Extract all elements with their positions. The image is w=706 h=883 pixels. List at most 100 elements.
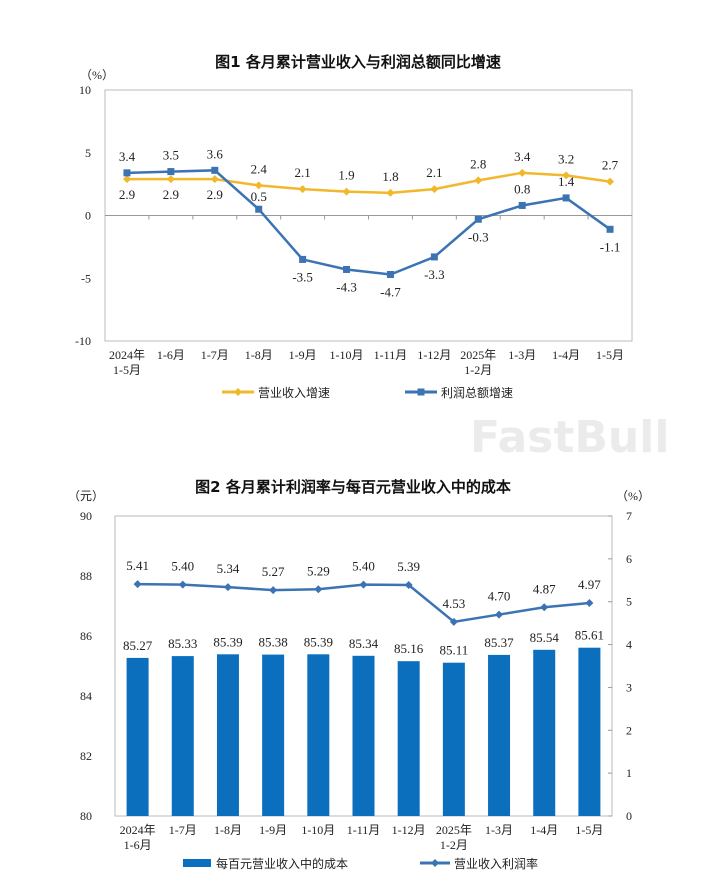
chart2-bar-label: 85.37 xyxy=(484,635,514,650)
chart2-x-tick-label: 1-7月 xyxy=(169,823,197,837)
chart1-data-label: -1.1 xyxy=(600,239,621,254)
chart1-data-label: 1.4 xyxy=(558,174,575,189)
chart1-data-label: 2.4 xyxy=(251,161,268,176)
chart2-point xyxy=(314,585,323,594)
chart2-x-tick-label: 1-10月 xyxy=(301,823,335,837)
chart1-point xyxy=(211,166,219,174)
chart1-data-label: 2.1 xyxy=(426,165,442,180)
chart1-point xyxy=(167,168,175,176)
chart1-data-label: 2.9 xyxy=(119,187,135,202)
chart1-data-label: 3.4 xyxy=(119,149,136,164)
chart2-y-right-unit: （%） xyxy=(616,489,650,503)
chart2-bar-label: 85.27 xyxy=(123,638,153,653)
chart1-x-tick-label: 1-9月 xyxy=(289,348,317,362)
chart1-point xyxy=(122,175,131,184)
chart1-x-tick-label: 1-10月 xyxy=(330,348,364,362)
chart2-y-left-tick: 84 xyxy=(80,689,92,703)
chart2-line-label: 4.97 xyxy=(578,577,601,592)
chart1-data-label: 2.7 xyxy=(602,158,619,173)
chart1-y-tick: -10 xyxy=(75,334,91,348)
chart2-point xyxy=(495,610,504,619)
chart1-point xyxy=(254,181,263,190)
chart1-y-unit: （%） xyxy=(80,68,114,82)
chart1-y-tick: 5 xyxy=(85,146,91,160)
chart1-x-tick-label: 1-8月 xyxy=(245,348,273,362)
chart1-y-tick: -5 xyxy=(81,271,91,285)
chart1-series-line-1 xyxy=(126,169,611,276)
chart2-bar xyxy=(578,647,601,816)
chart2-line-label: 5.40 xyxy=(352,559,375,574)
chart2-bar-label: 85.38 xyxy=(259,635,288,650)
chart2-point xyxy=(585,599,594,607)
chart2-bar xyxy=(126,657,149,816)
chart1-x-tick-label: 1-12月 xyxy=(417,348,451,362)
chart2-line-label: 4.53 xyxy=(442,596,465,611)
chart2-x-tick-label: 2025年 xyxy=(436,823,472,837)
chart1-data-label: 3.6 xyxy=(207,146,224,161)
chart1-data-label: -4.3 xyxy=(336,279,357,294)
chart1-x-tick-label: 1-3月 xyxy=(508,348,536,362)
chart2-point xyxy=(359,580,368,589)
chart2-line xyxy=(137,582,590,624)
chart2-x-tick-label: 1-11月 xyxy=(347,823,381,837)
chart2-x-tick-label: 1-3月 xyxy=(485,823,513,837)
chart1-title: 图1 各月累计营业收入与利润总额同比增速 xyxy=(215,53,501,71)
chart1-x-tick-label: 1-4月 xyxy=(552,348,580,362)
chart2-line-label: 5.40 xyxy=(171,559,194,574)
chart1-x-tick-label: 2024年 xyxy=(109,348,145,362)
chart1-point xyxy=(123,169,131,177)
watermark: FastBull xyxy=(470,412,669,463)
chart2-bar-label: 85.61 xyxy=(575,628,604,643)
chart1-legend-marker xyxy=(417,388,425,396)
chart2-bar-label: 85.11 xyxy=(439,643,468,658)
chart1-legend-label: 利润总额增速 xyxy=(441,386,513,400)
chart1-point xyxy=(343,265,351,273)
chart2-y-left-tick: 88 xyxy=(80,569,92,583)
chart1-data-label: 3.2 xyxy=(558,151,574,166)
chart2-y-left-tick: 82 xyxy=(80,749,92,763)
chart2-x-tick-label: 1-12月 xyxy=(392,823,426,837)
chart2-title: 图2 各月累计利润率与每百元营业收入中的成本 xyxy=(195,478,511,496)
chart1-data-label: -3.5 xyxy=(292,269,313,284)
chart1-x-tick-label: 1-5月 xyxy=(113,363,141,377)
chart1-x-tick-label: 2025年 xyxy=(460,348,496,362)
chart2-x-tick-label: 1-9月 xyxy=(259,823,287,837)
chart1-x-tick-label: 1-7月 xyxy=(201,348,229,362)
chart1-data-label: 2.9 xyxy=(207,187,223,202)
chart1-point xyxy=(210,175,219,184)
chart1-data-label: 2.1 xyxy=(295,165,311,180)
chart1-data-label: -4.7 xyxy=(380,284,401,299)
chart1-data-label: 2.8 xyxy=(470,156,486,171)
chart1-point xyxy=(255,205,263,213)
chart2-bar-label: 85.33 xyxy=(168,636,197,651)
chart1-data-label: 0.8 xyxy=(514,181,530,196)
chart2-legend-marker xyxy=(431,859,439,867)
chart1-point xyxy=(430,185,439,194)
chart1-point xyxy=(298,185,307,194)
chart2-bar-label: 85.39 xyxy=(213,634,242,649)
chart1-data-label: -0.3 xyxy=(468,229,489,244)
chart2-y-right-tick: 6 xyxy=(626,552,632,566)
chart1-data-label: 2.9 xyxy=(163,187,179,202)
chart2-bar xyxy=(262,654,285,816)
chart2-point xyxy=(269,586,278,595)
chart2-line-label: 4.87 xyxy=(533,581,556,596)
chart1-point xyxy=(518,201,526,209)
chart2-line-label: 4.70 xyxy=(488,589,511,604)
chart2-x-tick-label: 1-4月 xyxy=(530,823,558,837)
chart1-point xyxy=(606,225,614,233)
chart1-data-label: 1.9 xyxy=(338,168,354,183)
chart2-line-label: 5.27 xyxy=(262,564,285,579)
chart2-y-left-tick: 86 xyxy=(80,629,92,643)
chart2-y-right-tick: 7 xyxy=(626,509,632,523)
chart1-data-label: -3.3 xyxy=(424,267,445,282)
chart2-y-right-tick: 4 xyxy=(626,638,632,652)
chart2-line-label: 5.41 xyxy=(126,558,149,573)
chart2-bar xyxy=(533,649,556,816)
chart1-point xyxy=(518,168,527,177)
chart2-y-left-tick: 80 xyxy=(80,809,92,823)
chart1-point xyxy=(562,171,571,180)
chart2-point xyxy=(404,581,413,589)
chart2-point xyxy=(178,580,187,589)
chart2-legend-label: 营业收入利润率 xyxy=(454,856,538,871)
